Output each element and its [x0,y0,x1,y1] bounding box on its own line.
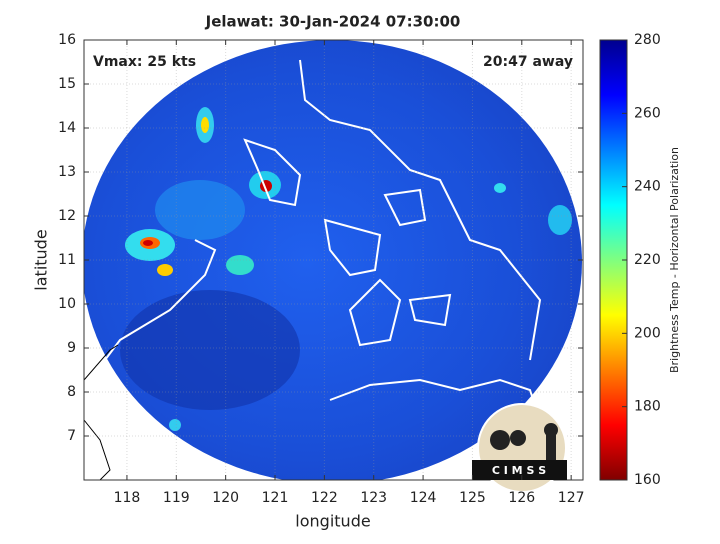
x-tick-label: 122 [311,490,338,506]
colorbar-tick-label: 220 [634,252,661,268]
y-tick-label: 9 [67,340,76,356]
y-tick-label: 13 [58,164,76,180]
logo: C I M S S [472,403,567,493]
y-tick-label: 11 [58,252,76,268]
annotation: Vmax: 25 kts [93,54,196,70]
x-tick-label: 124 [410,490,437,506]
x-axis-label: longitude [295,512,370,531]
chart-title: Jelawat: 30-Jan-2024 07:30:00 [205,13,461,31]
x-tick-label: 125 [459,490,486,506]
colorbar-label: Brightness Temp - Horizontal Polarizatio… [668,147,681,373]
x-tick-label: 118 [114,490,141,506]
x-tick-label: 119 [163,490,190,506]
map-image [84,40,583,480]
grid [84,39,583,480]
x-tick-label: 127 [558,490,585,506]
x-tick-label: 120 [212,490,239,506]
colorbar-tick-label: 160 [634,472,661,488]
y-tick-label: 7 [67,428,76,444]
y-axis-label: latitude [32,229,51,290]
x-tick-label: 126 [508,490,535,506]
annotation: 20:47 away [483,54,573,70]
colorbar-tick-label: 200 [634,325,661,341]
colorbar-tick-label: 240 [634,179,661,195]
x-tick-label: 121 [262,490,289,506]
logo-text: C I M S S [492,464,546,477]
colorbar-tick-label: 280 [634,32,661,48]
x-tick-label: 123 [360,490,387,506]
y-tick-label: 15 [58,76,76,92]
y-tick-label: 16 [58,32,76,48]
colorbar-tick-label: 180 [634,399,661,415]
y-tick-label: 10 [58,296,76,312]
y-tick-label: 14 [58,120,76,136]
y-tick-label: 12 [58,208,76,224]
y-tick-label: 8 [67,384,76,400]
colorbar-tick-label: 260 [634,105,661,121]
